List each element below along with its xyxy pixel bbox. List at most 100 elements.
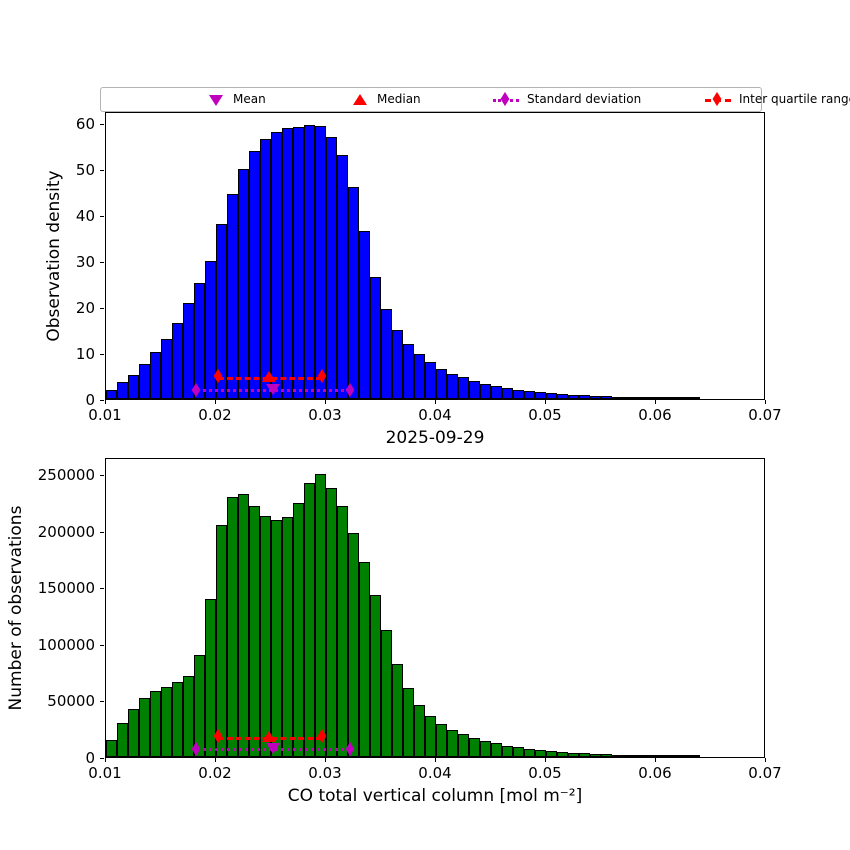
histogram-bar (469, 737, 480, 757)
histogram-bar (403, 687, 414, 757)
histogram-bar (370, 277, 381, 399)
x-tick-label: 0.03 (308, 764, 342, 782)
histogram-bar (447, 373, 458, 399)
histogram-bar (348, 187, 359, 399)
y-tick (100, 307, 104, 309)
histogram-bar (645, 397, 656, 399)
median-marker-icon (261, 731, 276, 743)
x-tick-label: 0.05 (528, 406, 562, 424)
histogram-bar (106, 389, 117, 399)
histogram-bar (227, 194, 238, 399)
median-marker-icon (261, 370, 276, 382)
y-tick (100, 400, 104, 401)
histogram-bar (469, 380, 480, 399)
histogram-bar (238, 168, 249, 399)
x-tick (105, 758, 106, 762)
y-tick (100, 701, 104, 703)
x-tick-label: 0.07 (748, 406, 782, 424)
y-tick (100, 474, 104, 476)
histogram-bar (524, 391, 535, 399)
histogram-bar (634, 755, 645, 757)
x-tick-label: 0.07 (748, 764, 782, 782)
histogram-bar (579, 395, 590, 399)
histogram-bar (425, 716, 436, 757)
x-tick-label: 0.04 (418, 406, 452, 424)
bottom-histogram-plot (105, 458, 765, 758)
histogram-bar (623, 397, 634, 399)
y-tick-label: 50 (75, 160, 95, 179)
histogram-bar (282, 517, 293, 757)
histogram-bar (502, 745, 513, 757)
histogram-bar (282, 128, 293, 399)
histogram-bar (172, 323, 183, 399)
legend-label-mean: Mean (233, 92, 266, 106)
y-tick-label: 0 (85, 749, 95, 767)
y-tick-label: 10 (75, 344, 95, 363)
histogram-bar (293, 126, 304, 399)
histogram-bar (601, 396, 612, 399)
histogram-bar (590, 395, 601, 399)
y-tick (100, 261, 104, 263)
x-tick (545, 400, 546, 404)
histogram-bar (557, 752, 568, 757)
histogram-bar (612, 754, 623, 757)
x-tick (765, 400, 766, 404)
mean-triangle-down-icon (209, 95, 223, 106)
histogram-bar (260, 139, 271, 399)
histogram-bar (513, 389, 524, 399)
histogram-bar (117, 382, 128, 399)
histogram-bar (634, 397, 645, 399)
std-diamond-icon (500, 91, 510, 107)
y-tick (100, 123, 104, 125)
histogram-bar (546, 393, 557, 399)
legend-label-median: Median (377, 92, 421, 106)
y-tick-label: 20 (75, 298, 95, 317)
histogram-bar (337, 155, 348, 399)
histogram-bar (513, 747, 524, 757)
histogram-bar (436, 369, 447, 399)
histogram-bar (678, 397, 689, 399)
histogram-bar (205, 260, 216, 399)
x-tick (215, 758, 216, 762)
mean-marker-icon (266, 383, 281, 395)
x-tick (435, 758, 436, 762)
histogram-bar (227, 496, 238, 757)
histogram-bar (128, 709, 139, 757)
histogram-bar (183, 675, 194, 757)
histogram-bar (535, 392, 546, 399)
histogram-bar (381, 309, 392, 399)
histogram-bar (579, 753, 590, 757)
histogram-bar (150, 352, 161, 399)
histogram-bar (425, 362, 436, 399)
y-tick-label: 40 (75, 206, 95, 225)
histogram-bar (403, 343, 414, 399)
top-histogram-plot (105, 112, 765, 400)
histogram-bar (326, 136, 337, 399)
histogram-bar (414, 353, 425, 399)
histogram-bar (458, 377, 469, 399)
histogram-bar (590, 753, 601, 757)
histogram-bar (216, 524, 227, 757)
x-tick-label: 0.03 (308, 406, 342, 424)
x-tick (435, 400, 436, 404)
x-tick (765, 758, 766, 762)
y-tick-label: 30 (75, 252, 95, 271)
histogram-bar (689, 755, 700, 757)
histogram-bar (524, 749, 535, 757)
histogram-bar (656, 397, 667, 399)
histogram-bar (568, 394, 579, 399)
iqr-diamond-icon (712, 91, 722, 107)
x-tick (325, 758, 326, 762)
y-tick-label: 150000 (37, 579, 95, 598)
histogram-bar (139, 698, 150, 757)
x-tick-label: 0.06 (638, 764, 672, 782)
y-tick-label: 0 (85, 391, 95, 409)
histogram-bar (447, 729, 458, 757)
histogram-bar (249, 150, 260, 399)
y-tick-label: 50000 (47, 692, 95, 711)
histogram-bar (293, 503, 304, 757)
histogram-bar (568, 752, 579, 757)
bottom-y-axis-label: Number of observations (6, 505, 26, 711)
histogram-bar (172, 682, 183, 757)
